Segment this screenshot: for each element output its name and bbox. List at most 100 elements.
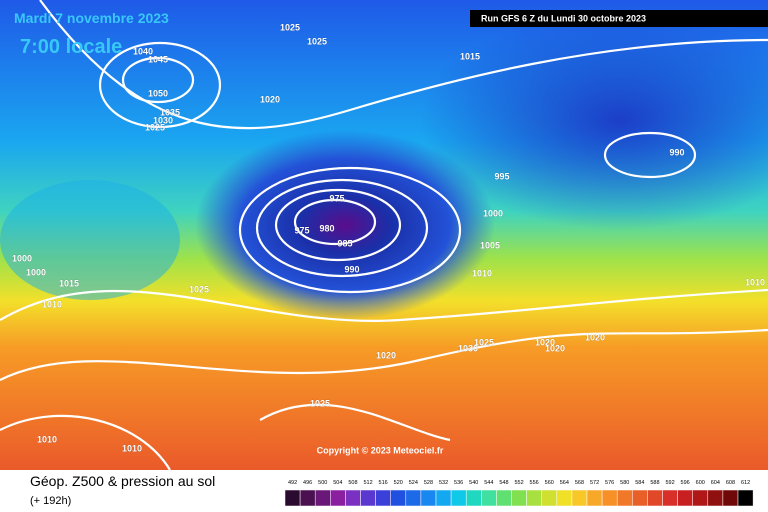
legend-swatch <box>360 489 376 507</box>
isobar-label: 1025 <box>189 284 209 294</box>
isobar-label: 1010 <box>42 299 62 309</box>
legend-label: 520 <box>394 480 403 486</box>
legend-label: 592 <box>665 480 674 486</box>
isobar-label: 1030 <box>153 115 173 125</box>
legend-swatch <box>647 489 663 507</box>
isobar <box>255 178 429 278</box>
legend-swatch <box>556 489 573 507</box>
isobar-label: 1000 <box>26 267 46 277</box>
legend-swatch <box>571 489 588 507</box>
isobar-label: 1000 <box>483 208 503 218</box>
isobar <box>0 414 171 471</box>
legend-swatch <box>284 489 301 507</box>
legend-swatch <box>722 489 739 507</box>
legend-label: 556 <box>530 480 539 486</box>
legend-label: 504 <box>333 480 342 486</box>
legend-swatch <box>390 489 407 507</box>
legend-label: 608 <box>726 480 735 486</box>
legend-swatch <box>450 489 467 507</box>
legend-label: 564 <box>560 480 569 486</box>
legend-label: 508 <box>348 480 357 486</box>
run-banner <box>470 10 768 27</box>
legend-swatch <box>526 489 542 507</box>
legend-label: 548 <box>499 480 508 486</box>
legend-swatch <box>541 489 558 507</box>
isobar-label: 1025 <box>307 36 327 46</box>
isobar-label: 990 <box>669 147 684 157</box>
legend-label: 600 <box>696 480 705 486</box>
isobar <box>121 56 195 104</box>
isobar-label: 975 <box>294 225 309 235</box>
legend-label: 560 <box>545 480 554 486</box>
legend-label: 596 <box>681 480 690 486</box>
legend-swatch <box>511 489 527 507</box>
isobar-label: 1020 <box>535 337 555 347</box>
isobar-label: 1020 <box>585 332 605 342</box>
forecast-date: Mardi 7 novembre 2023 <box>14 10 169 26</box>
legend-label: 612 <box>741 480 750 486</box>
legend-swatch <box>737 489 754 507</box>
isobar-label: 1015 <box>460 51 480 61</box>
legend-swatch <box>420 489 437 507</box>
legend-swatch <box>299 489 316 507</box>
isobar-label: 1040 <box>133 46 153 56</box>
isobar <box>39 0 768 130</box>
isobar-label: 1010 <box>745 277 765 287</box>
legend-label: 604 <box>711 480 720 486</box>
isobar-label: 1020 <box>545 343 565 353</box>
isobar <box>98 41 222 129</box>
isobar-label: 1015 <box>59 278 79 288</box>
isobar-label: 1025 <box>474 337 494 347</box>
west-field <box>0 180 180 300</box>
legend-label: 496 <box>303 480 312 486</box>
legend-label: 544 <box>484 480 493 486</box>
isobar-label: 990 <box>344 264 359 274</box>
isobar-label: 1050 <box>148 88 168 98</box>
isobar-label: 1010 <box>37 434 57 444</box>
isobar-label: 1025 <box>280 22 300 32</box>
legend-label: 512 <box>363 480 372 486</box>
isobars <box>0 0 768 470</box>
legend-label: 568 <box>575 480 584 486</box>
isobar-label: 1000 <box>12 253 32 263</box>
isobar <box>0 328 768 381</box>
isobar-label: 975 <box>329 193 344 203</box>
isobar-label: 1020 <box>260 94 280 104</box>
legend-label: 580 <box>620 480 629 486</box>
isobar-label: 1020 <box>376 350 396 360</box>
legend-swatch <box>481 489 497 507</box>
legend-swatch <box>616 489 633 507</box>
isobar <box>603 131 697 179</box>
legend-swatch <box>677 489 693 507</box>
legend-swatch <box>662 489 678 507</box>
trough-north <box>420 10 768 230</box>
legend-label: 588 <box>650 480 659 486</box>
legend-swatch <box>692 489 709 507</box>
legend-label: 532 <box>439 480 448 486</box>
isobar-label: 1025 <box>310 398 330 408</box>
isobar-label: 1005 <box>480 240 500 250</box>
legend-swatch <box>330 489 346 507</box>
legend-label: 536 <box>454 480 463 486</box>
legend-swatch <box>435 489 452 507</box>
legend: 492 496 500 504 508 512 516 520 524 528 532 536 540 5… <box>284 480 754 507</box>
legend-swatch <box>465 489 482 507</box>
copyright: Copyright © 2023 Meteociel.fr <box>317 445 444 455</box>
isobar <box>274 188 402 262</box>
legend-swatch <box>586 489 603 507</box>
legend-label: 492 <box>288 480 297 486</box>
legend-swatch <box>375 489 391 507</box>
isobar-label: 995 <box>494 171 509 181</box>
isobar-label: 985 <box>337 238 352 248</box>
isobar-label: 1025 <box>145 122 165 132</box>
legend-label: 584 <box>635 480 644 486</box>
legend-label: 552 <box>514 480 523 486</box>
isobar-label: 1030 <box>458 343 478 353</box>
forecast-time: 7:00 locale <box>20 36 122 58</box>
isobar <box>0 288 768 322</box>
isobar-label: 1010 <box>472 268 492 278</box>
isobar-label: 1035 <box>160 107 180 117</box>
legend-swatch <box>405 489 422 507</box>
